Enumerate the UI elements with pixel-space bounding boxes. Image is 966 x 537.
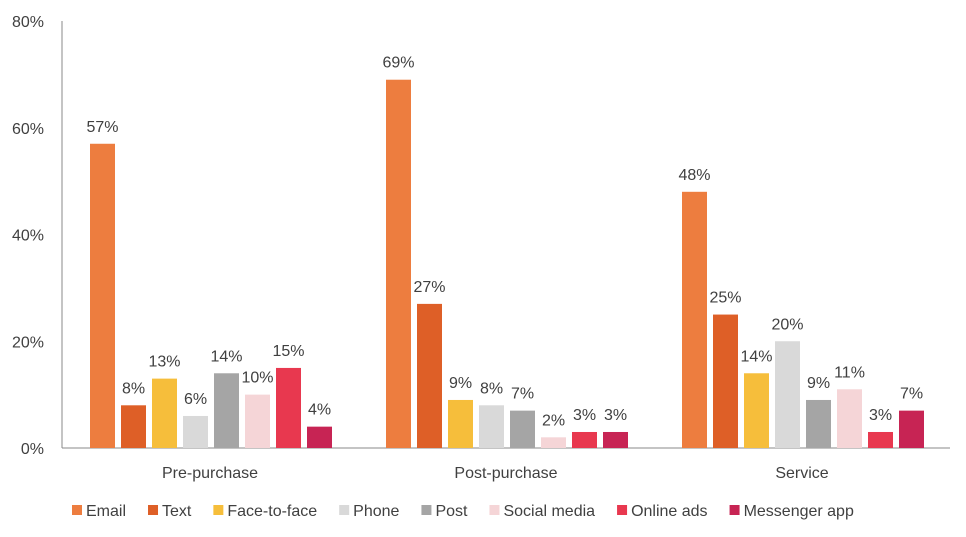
data-label: 7% xyxy=(511,386,534,403)
bar-social-media xyxy=(837,389,862,448)
legend-swatch xyxy=(421,505,432,515)
data-label: 11% xyxy=(834,364,865,381)
x-tick-label: Pre-purchase xyxy=(162,465,258,482)
x-tick-label: Service xyxy=(775,465,828,482)
data-label: 57% xyxy=(86,119,118,136)
legend-label: Face-to-face xyxy=(227,503,317,520)
data-label: 8% xyxy=(480,380,503,397)
legend-swatch xyxy=(489,505,500,515)
bar-social-media xyxy=(541,437,566,448)
data-label: 3% xyxy=(573,407,596,424)
x-tick-label: Post-purchase xyxy=(454,465,557,482)
bar-phone xyxy=(775,341,800,448)
data-label: 25% xyxy=(709,290,741,307)
bar-face-to-face xyxy=(152,378,177,448)
data-label: 69% xyxy=(382,55,414,72)
legend-swatch xyxy=(617,505,628,515)
bar-email xyxy=(386,79,411,449)
bar-messenger-app xyxy=(307,426,332,448)
data-label: 3% xyxy=(604,407,627,424)
bar-messenger-app xyxy=(603,431,628,448)
bar-phone xyxy=(183,415,208,448)
bar-phone xyxy=(479,405,504,448)
legend-swatch xyxy=(729,505,740,515)
data-label: 9% xyxy=(807,375,830,392)
data-label: 3% xyxy=(869,407,892,424)
data-label: 8% xyxy=(122,380,145,397)
y-tick-label: 80% xyxy=(12,14,44,31)
legend-swatch xyxy=(339,505,350,515)
bar-online-ads xyxy=(276,367,301,448)
y-tick-label: 60% xyxy=(12,121,44,138)
legend-label: Email xyxy=(86,503,126,520)
data-label: 48% xyxy=(678,167,710,184)
bar-text xyxy=(417,303,442,448)
legend-label: Messenger app xyxy=(744,503,854,520)
bar-post xyxy=(510,410,535,448)
bar-text xyxy=(713,314,738,448)
bar-face-to-face xyxy=(448,399,473,448)
bar-post xyxy=(214,373,239,448)
data-label: 14% xyxy=(210,348,242,365)
bar-email xyxy=(682,191,707,449)
data-label: 9% xyxy=(449,375,472,392)
bar-post xyxy=(806,399,831,448)
data-label: 13% xyxy=(148,354,180,371)
data-label: 10% xyxy=(241,370,273,387)
legend-label: Online ads xyxy=(631,503,708,520)
data-label: 2% xyxy=(542,412,565,429)
legend-swatch xyxy=(72,505,82,515)
data-label: 6% xyxy=(184,391,207,408)
bar-messenger-app xyxy=(899,410,924,448)
legend-swatch xyxy=(213,505,224,515)
legend-label: Text xyxy=(162,503,192,520)
legend-label: Post xyxy=(435,503,468,520)
bar-email xyxy=(90,143,115,448)
y-tick-label: 20% xyxy=(12,334,44,351)
y-tick-label: 40% xyxy=(12,228,44,245)
legend-label: Social media xyxy=(503,503,595,520)
data-label: 7% xyxy=(900,386,923,403)
bar-online-ads xyxy=(572,431,597,448)
legend-swatch xyxy=(148,505,159,515)
bar-text xyxy=(121,405,146,448)
data-label: 27% xyxy=(413,279,445,296)
legend-label: Phone xyxy=(353,503,399,520)
bar-online-ads xyxy=(868,431,893,448)
bar-face-to-face xyxy=(744,373,769,448)
data-label: 20% xyxy=(771,316,803,333)
data-label: 15% xyxy=(272,343,304,360)
bar-social-media xyxy=(245,394,270,448)
y-tick-label: 0% xyxy=(21,441,44,458)
data-label: 14% xyxy=(740,348,772,365)
data-label: 4% xyxy=(308,402,331,419)
